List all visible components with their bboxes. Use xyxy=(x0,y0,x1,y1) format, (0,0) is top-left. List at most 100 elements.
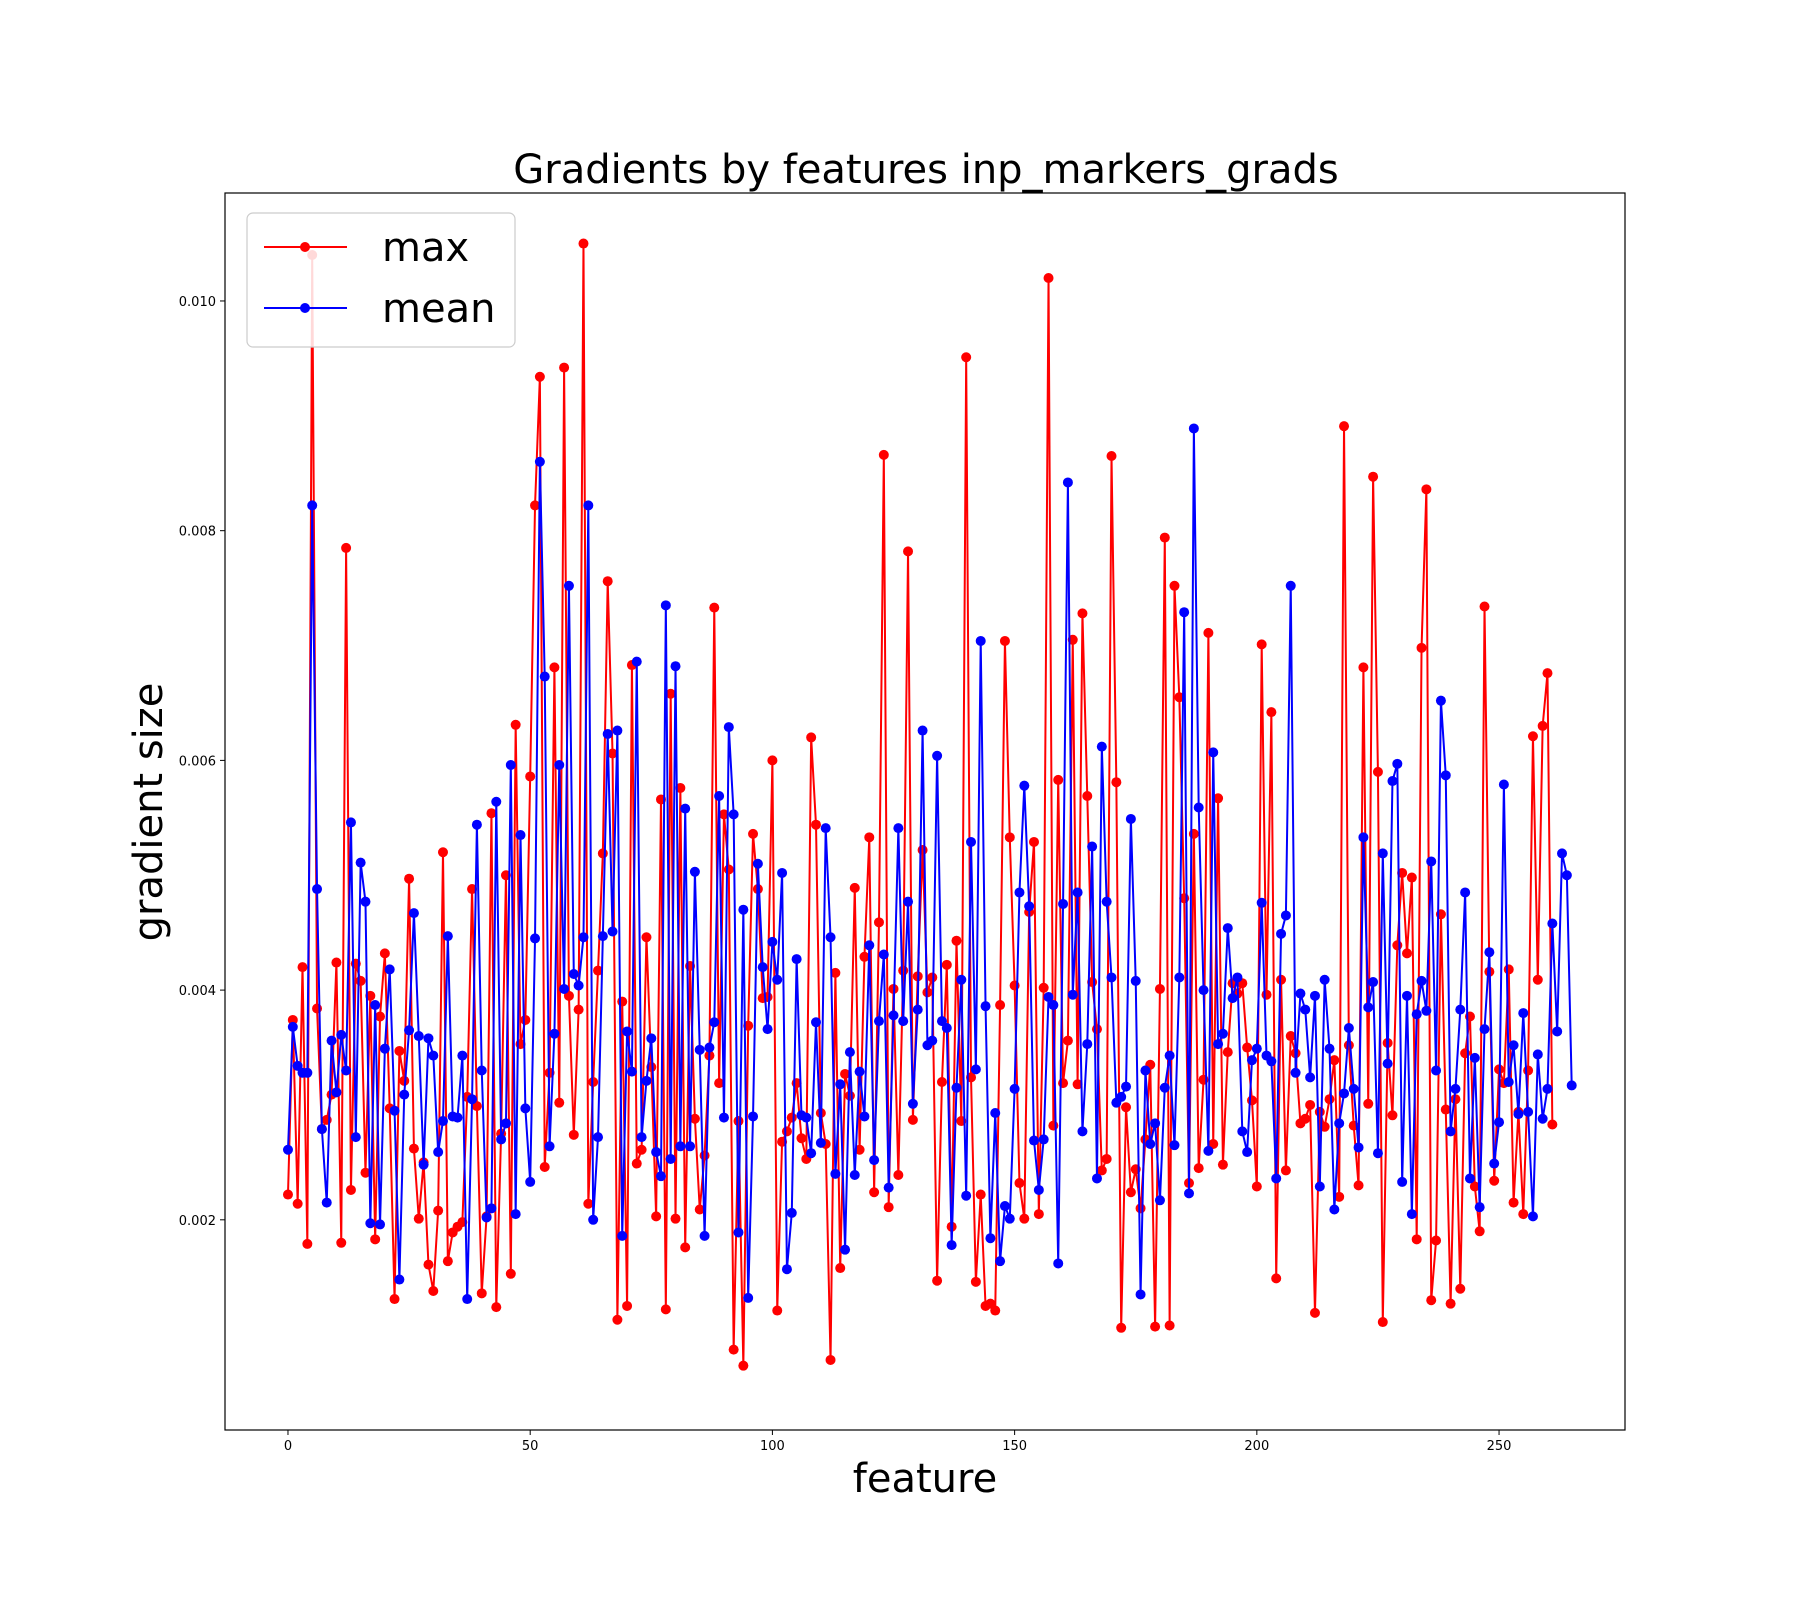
data-point-mean xyxy=(970,1064,981,1075)
x-axis: 0 50 100 150 200 250 xyxy=(284,1430,1512,1454)
data-point-max xyxy=(437,847,448,858)
data-point-max xyxy=(1392,940,1403,951)
data-point-mean xyxy=(888,1010,899,1021)
data-point-mean xyxy=(859,1111,870,1122)
y-tick-label: 0.002 xyxy=(179,1214,216,1229)
data-point-mean xyxy=(1145,1139,1156,1150)
data-point-max xyxy=(1222,1047,1233,1058)
data-point-mean xyxy=(1033,1184,1044,1195)
data-point-mean xyxy=(655,1171,666,1182)
data-point-max xyxy=(1397,867,1408,878)
data-point-mean xyxy=(1077,1126,1088,1137)
data-point-mean xyxy=(1319,974,1330,985)
data-point-max xyxy=(1150,1321,1161,1332)
data-point-mean xyxy=(1372,1148,1383,1159)
data-point-max xyxy=(375,1011,386,1022)
data-point-max xyxy=(1445,1298,1456,1309)
data-point-mean xyxy=(1280,910,1291,921)
data-point-mean xyxy=(1256,897,1267,908)
data-point-max xyxy=(341,542,352,553)
data-point-mean xyxy=(302,1067,313,1078)
data-point-mean xyxy=(932,750,943,761)
data-point-mean xyxy=(471,819,482,830)
data-point-mean xyxy=(1150,1118,1161,1129)
data-point-mean xyxy=(1329,1204,1340,1215)
data-point-max xyxy=(1339,421,1350,432)
data-point-max xyxy=(651,1211,662,1222)
data-point-mean xyxy=(786,1207,797,1218)
data-point-mean xyxy=(951,1082,962,1093)
data-point-max xyxy=(927,972,938,983)
data-point-mean xyxy=(907,1098,918,1109)
data-point-max xyxy=(312,1003,323,1014)
data-point-max xyxy=(1203,627,1214,638)
data-point-max xyxy=(907,1114,918,1125)
data-point-mean xyxy=(961,1190,972,1201)
data-point-mean xyxy=(500,1118,511,1129)
data-point-max xyxy=(641,932,652,943)
x-axis-label: feature xyxy=(853,1456,997,1502)
data-point-mean xyxy=(316,1124,327,1135)
data-point-max xyxy=(1174,692,1185,703)
data-point-max xyxy=(297,962,308,973)
data-point-mean xyxy=(1508,1040,1519,1051)
data-point-mean xyxy=(1494,1117,1505,1128)
data-point-mean xyxy=(1290,1067,1301,1078)
data-point-mean xyxy=(1029,1135,1039,1146)
x-tick-label: 50 xyxy=(522,1439,539,1454)
data-point-mean xyxy=(772,974,783,985)
data-point-max xyxy=(694,1204,705,1215)
data-point-mean xyxy=(1552,1026,1563,1037)
data-point-mean xyxy=(1469,1052,1480,1063)
data-point-mean xyxy=(781,1264,792,1275)
data-point-mean xyxy=(602,728,613,739)
data-point-max xyxy=(961,352,972,363)
data-point-mean xyxy=(1135,1289,1146,1300)
data-point-mean xyxy=(1014,887,1025,898)
data-point-max xyxy=(878,449,889,460)
data-point-max xyxy=(1096,1165,1107,1176)
data-point-max xyxy=(781,1126,792,1137)
data-point-max xyxy=(1411,1234,1422,1245)
data-point-max xyxy=(379,948,390,959)
data-point-mean xyxy=(578,932,589,943)
data-point-max xyxy=(355,975,366,986)
data-point-mean xyxy=(714,790,725,801)
data-point-mean xyxy=(1169,1140,1180,1151)
data-point-mean xyxy=(1358,832,1369,843)
data-point-mean xyxy=(1251,1043,1262,1054)
data-point-mean xyxy=(1116,1091,1127,1102)
data-point-mean xyxy=(588,1214,599,1225)
data-point-mean xyxy=(1121,1081,1132,1092)
data-point-mean xyxy=(597,931,608,942)
data-point-mean xyxy=(1305,1072,1316,1083)
data-point-mean xyxy=(1159,1082,1170,1093)
data-point-max xyxy=(1469,1181,1480,1192)
data-point-mean xyxy=(1203,1145,1214,1156)
data-point-mean xyxy=(1435,695,1446,706)
data-point-mean xyxy=(1232,972,1243,983)
data-point-mean xyxy=(534,456,545,467)
data-point-mean xyxy=(1096,741,1107,752)
data-point-mean xyxy=(898,1016,909,1027)
data-point-mean xyxy=(1557,848,1568,859)
x-tick-label: 0 xyxy=(284,1439,292,1454)
data-point-mean xyxy=(355,857,366,868)
data-point-mean xyxy=(1353,1142,1364,1153)
data-point-mean xyxy=(1072,887,1083,898)
data-point-max xyxy=(718,809,729,820)
data-point-mean xyxy=(1242,1147,1253,1158)
data-point-mean xyxy=(748,1111,759,1122)
data-point-max xyxy=(723,864,734,875)
data-point-max xyxy=(1537,720,1548,731)
x-tick-label: 250 xyxy=(1487,1439,1512,1454)
data-point-mean xyxy=(1208,747,1219,758)
data-point-max xyxy=(1406,872,1417,883)
data-point-max xyxy=(336,1237,347,1248)
data-point-mean xyxy=(1130,975,1141,986)
data-point-mean xyxy=(1324,1043,1335,1054)
data-point-max xyxy=(510,719,521,730)
data-point-mean xyxy=(752,858,763,869)
data-point-mean xyxy=(1518,1008,1529,1019)
data-point-max xyxy=(1048,1120,1059,1131)
